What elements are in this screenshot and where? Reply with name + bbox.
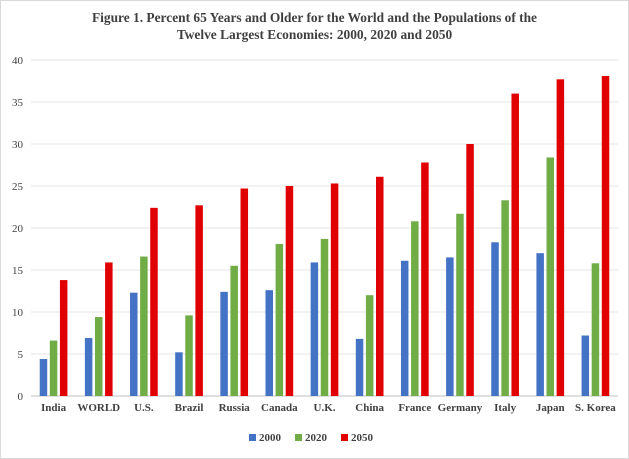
y-tick-label: 5 <box>18 349 24 361</box>
legend-label: 2000 <box>259 432 282 444</box>
bar-2000-Brazil <box>175 352 183 396</box>
bar-2000-Germany <box>446 257 454 396</box>
bar-2000-China <box>355 338 364 396</box>
legend-swatch-2020 <box>295 434 302 441</box>
bar-2000-Japan <box>536 253 544 396</box>
x-category-label: Canada <box>261 402 298 414</box>
bar-2020-Russia <box>230 265 238 396</box>
bar-2050-S. Korea <box>601 75 610 397</box>
bar-2020-U.K. <box>320 238 329 396</box>
y-tick-label: 25 <box>12 181 24 193</box>
x-category-label: U.K. <box>314 402 336 414</box>
x-category-label: Italy <box>494 402 517 414</box>
bar-2000-Italy <box>491 242 499 396</box>
chart-title: Figure 1. Percent 65 Years and Older for… <box>0 9 629 43</box>
bar-2050-Germany <box>466 144 474 396</box>
bar-2020-Canada <box>275 243 284 396</box>
y-tick-label: 35 <box>12 97 24 109</box>
bars <box>39 75 610 397</box>
legend-label: 2020 <box>305 432 328 444</box>
legend-swatch-2050 <box>341 434 348 441</box>
bar-2020-S. Korea <box>591 263 600 396</box>
bar-2020-Germany <box>456 213 464 396</box>
x-category-label: S. Korea <box>575 402 616 414</box>
bar-2000-Russia <box>220 291 228 396</box>
chart-title-line-2: Twelve Largest Economies: 2000, 2020 and… <box>176 27 453 42</box>
y-tick-label: 10 <box>12 307 24 319</box>
bar-2000-Canada <box>265 290 273 396</box>
bar-2000-U.K. <box>310 262 319 396</box>
bar-2050-U.K. <box>330 183 339 396</box>
x-category-label: Germany <box>438 402 483 414</box>
x-category-label: France <box>398 402 431 414</box>
bar-2050-Japan <box>556 79 565 396</box>
bar-2000-S. Korea <box>581 335 590 396</box>
bar-2050-U.S. <box>150 207 158 396</box>
x-category-label: Russia <box>219 402 251 414</box>
chart-title-line-1: Figure 1. Percent 65 Years and Older for… <box>92 10 537 25</box>
legend-label: 2050 <box>351 432 374 444</box>
bar-2020-France <box>411 221 419 396</box>
y-tick-label: 15 <box>12 265 24 277</box>
bar-2000-U.S. <box>130 292 138 396</box>
bar-2000-France <box>400 260 409 396</box>
y-tick-label: 30 <box>12 139 24 151</box>
x-category-label: India <box>41 402 67 414</box>
legend: 2000 2020 2050 <box>249 432 374 444</box>
bar-2020-WORLD <box>94 317 103 396</box>
bar-2020-India <box>49 340 58 396</box>
legend-swatch-2000 <box>249 434 256 441</box>
bar-2050-France <box>421 162 429 396</box>
y-tick-label: 40 <box>12 55 24 67</box>
bar-2050-Canada <box>285 186 294 396</box>
x-category-label: WORLD <box>77 402 120 414</box>
x-category-label: Brazil <box>175 402 204 414</box>
x-category-label: Japan <box>536 402 565 414</box>
bar-2000-WORLD <box>84 338 93 396</box>
y-axis-ticks: 0 5 10 15 20 25 30 35 40 <box>12 55 24 403</box>
x-axis-categories: India WORLD U.S. Brazil Russia Canada U.K. Chin… <box>41 402 616 414</box>
y-tick-label: 0 <box>18 391 24 403</box>
bar-2050-Brazil <box>195 205 203 396</box>
bar-2050-China <box>376 176 384 396</box>
bar-2050-Russia <box>240 188 249 396</box>
bar-2020-China <box>365 295 374 396</box>
bar-2050-Italy <box>511 93 519 396</box>
bar-2050-WORLD <box>105 262 113 396</box>
bar-2020-Brazil <box>185 315 193 396</box>
y-tick-label: 20 <box>12 223 24 235</box>
bar-2020-U.S. <box>140 256 148 396</box>
x-category-label: China <box>355 402 384 414</box>
bar-2000-India <box>39 359 48 396</box>
bar-2050-India <box>59 280 68 396</box>
x-category-label: U.S. <box>134 402 154 414</box>
bar-2020-Italy <box>501 200 509 396</box>
bar-2020-Japan <box>546 157 555 396</box>
